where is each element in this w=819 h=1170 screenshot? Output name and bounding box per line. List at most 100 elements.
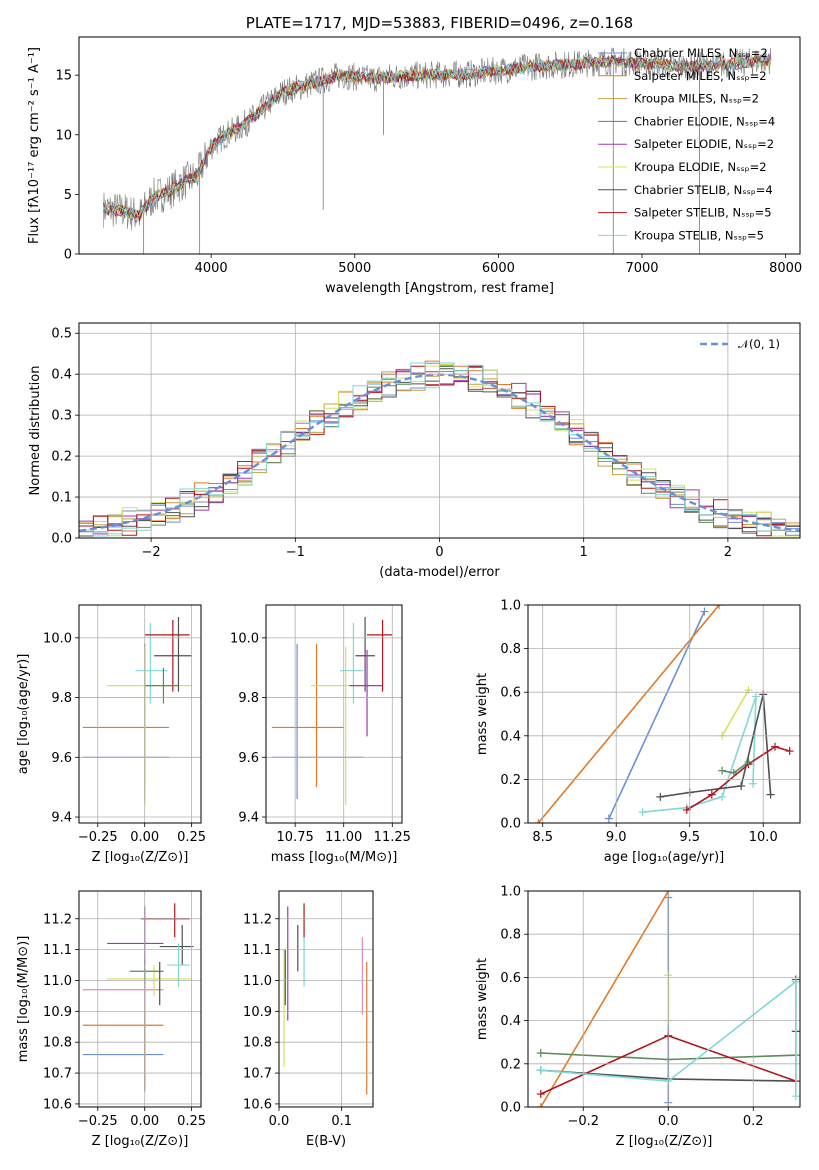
legend-entry: Chabrier STELIB, Nₛₛₚ=4 (634, 183, 773, 197)
y-tick-label: 10.0 (43, 631, 72, 646)
axes-frame (278, 890, 374, 1108)
weight-marker (534, 819, 543, 823)
y-tick-label: 10.0 (230, 631, 259, 646)
chart-title: PLATE=1717, MJD=53883, FIBERID=0496, z=0… (246, 14, 633, 32)
y-tick-label: 11.2 (43, 912, 72, 927)
y-tick-label: 0.6 (500, 686, 521, 701)
y-tick-label: 9.4 (51, 811, 72, 826)
axes-frame (78, 890, 202, 1108)
x-tick-label: 8.5 (532, 830, 553, 845)
y-tick-label: 10.6 (243, 1097, 272, 1112)
y-tick-label: 9.8 (238, 691, 259, 706)
weight-marker (744, 757, 753, 766)
y-tick-label: 10.9 (243, 1005, 272, 1020)
x-tick-label: 2 (724, 545, 732, 560)
y-tick-label: 11.1 (243, 943, 272, 958)
y-tick-label: 0.6 (500, 971, 521, 986)
weight-marker (729, 768, 738, 777)
axes-frame (265, 604, 403, 824)
weight-line (721, 689, 750, 737)
y-tick-label: 0.2 (500, 1057, 521, 1072)
y-tick-label: 0.4 (51, 368, 72, 383)
y-tick-label: 11.1 (43, 943, 72, 958)
y-tick-label: 9.6 (51, 751, 72, 766)
panel-age-vs-Z: −0.25 0.00 0.25 9.4 9.6 9.8 10.0 Z [log₁₀(Z/Z⊙)… (16, 604, 206, 865)
x-tick-label: −0.25 (78, 1114, 118, 1129)
weight-marker (751, 692, 760, 701)
x-axis-label: Z [log₁₀(Z/Z⊙)] (616, 1134, 713, 1149)
y-tick-label: 0.0 (500, 817, 521, 832)
y-tick-label: 10.7 (243, 1067, 272, 1082)
model-line-8 (103, 54, 771, 222)
y-tick-label: 0.1 (51, 491, 72, 506)
y-tick-label: 0.4 (500, 1014, 521, 1029)
legend-entry: Salpeter STELIB, Nₛₛₚ=5 (634, 206, 772, 220)
x-tick-label: 4000 (195, 261, 228, 276)
panel-massweight-vs-age: 8.5 9.0 9.5 10.0 0.0 0.2 0.4 0.6 0.8 1.0 age [log₁… (475, 599, 801, 865)
x-tick-label: 0.1 (331, 1114, 352, 1129)
y-tick-label: 0.8 (500, 928, 521, 943)
y-tick-label: 5 (64, 188, 72, 203)
y-tick-label: 0.0 (51, 532, 72, 547)
weight-marker (536, 1103, 545, 1107)
weight-marker (715, 605, 724, 609)
weight-marker (737, 781, 746, 790)
x-tick-label: 0.0 (269, 1114, 290, 1129)
panel-age-vs-mass: 10.75 11.00 11.25 9.4 9.6 9.8 10.0 mass [log₁₀(… (230, 604, 411, 865)
legend-entry: Kroupa MILES, Nₛₛₚ=2 (634, 92, 759, 106)
y-tick-label: 10.9 (43, 1005, 72, 1020)
y-tick-label: 0.2 (500, 773, 521, 788)
panel-mass-vs-Z: −0.25 0.00 0.25 10.6 10.7 10.8 10.9 11.0 11.1 11.… (16, 890, 206, 1149)
x-tick-label: 1 (580, 545, 588, 560)
y-tick-label: 9.8 (51, 691, 72, 706)
y-axis-label: Flux [fλ10⁻¹⁷ erg cm⁻² s⁻¹ A⁻¹] (27, 47, 42, 244)
panel-mass-vs-EBV: 0.0 0.1 10.6 10.7 10.8 10.9 11.0 11.1 11.2 E(B-V) (243, 890, 374, 1149)
axes-frame (78, 604, 202, 824)
weight-marker (536, 1090, 545, 1099)
plot-area-mass-vs-Z (82, 903, 194, 1092)
x-tick-label: 5000 (338, 261, 371, 276)
y-tick-label: 10.8 (243, 1036, 272, 1051)
y-tick-label: 1.0 (500, 599, 521, 614)
legend-entry: Salpeter ELODIE, Nₛₛₚ=2 (634, 137, 774, 151)
y-tick-label: 11.0 (43, 974, 72, 989)
weight-marker (700, 607, 709, 616)
weight-marker (718, 792, 727, 801)
x-axis-label: E(B-V) (306, 1134, 346, 1149)
plot-area-age-vs-mass (271, 616, 393, 806)
weight-marker (707, 790, 716, 799)
weight-marker (791, 1092, 800, 1101)
y-tick-label: 11.2 (243, 912, 272, 927)
legend: Chabrier MILES, Nₛₛₚ=2 Salpeter MILES, Nₛ… (598, 46, 775, 242)
weight-line (642, 696, 757, 813)
y-axis-label: Normed distribution (28, 366, 43, 496)
y-tick-label: 0.3 (51, 409, 72, 424)
weight-marker (791, 977, 800, 986)
y-tick-label: 0.4 (500, 729, 521, 744)
x-tick-label: 10.75 (277, 830, 314, 845)
y-tick-label: 9.4 (238, 811, 259, 826)
weight-marker (604, 814, 613, 823)
legend-entry: Kroupa STELIB, Nₛₛₚ=5 (634, 228, 764, 242)
y-tick-label: 15 (55, 69, 72, 84)
legend-entry: 𝒩(0, 1) (738, 337, 780, 351)
legend-entry: Chabrier MILES, Nₛₛₚ=2 (634, 46, 768, 60)
weight-marker (638, 808, 647, 817)
x-axis-label: (data-model)/error (379, 565, 500, 580)
axes-frame (527, 890, 801, 1108)
y-tick-label: 1.0 (500, 885, 521, 900)
model-line-4 (102, 54, 771, 221)
weight-line (608, 611, 706, 819)
weight-marker (536, 1066, 545, 1075)
weight-marker (748, 779, 757, 788)
x-tick-label: 0.25 (177, 1114, 206, 1129)
axes-frame (78, 322, 801, 539)
x-tick-label: −0.2 (567, 1114, 599, 1129)
weight-line (686, 745, 790, 811)
x-tick-label: 10.0 (749, 830, 778, 845)
panel-residuals: −2 −1 0 1 2 0.0 0.1 0.2 0.3 0.4 0.5 𝒩(0, 1) (data-mo… (28, 322, 801, 580)
y-tick-label: 11.0 (243, 974, 272, 989)
x-tick-label: 0.2 (743, 1114, 764, 1129)
x-tick-label: −0.25 (78, 830, 118, 845)
